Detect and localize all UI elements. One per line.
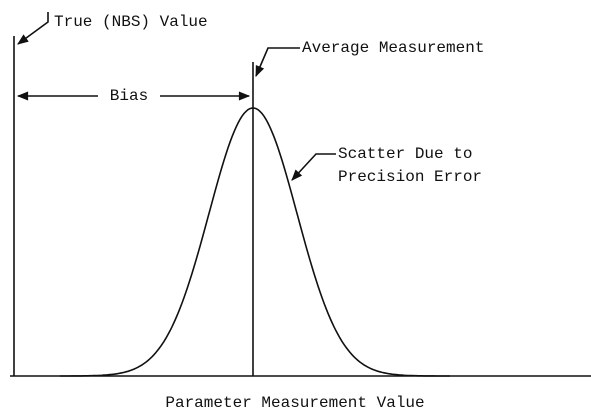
bias-label: Bias xyxy=(110,87,148,105)
average-leader xyxy=(255,47,300,78)
scatter-label-line-2: Precision Error xyxy=(338,168,482,186)
true-value-leader xyxy=(17,12,49,45)
scatter-label-line-1: Scatter Due to xyxy=(338,145,472,163)
true-value-label: True (NBS) Value xyxy=(54,13,208,31)
x-axis-label: Parameter Measurement Value xyxy=(165,394,424,411)
average-label: Average Measurement xyxy=(302,39,484,57)
scatter-leader xyxy=(291,153,336,181)
scatter-curve xyxy=(60,107,450,377)
